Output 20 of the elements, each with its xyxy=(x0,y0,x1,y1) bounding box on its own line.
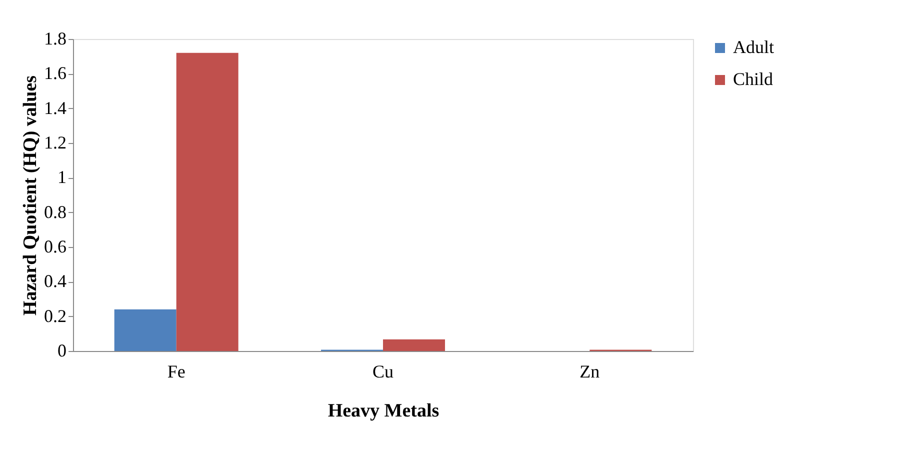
bar xyxy=(114,309,176,351)
y-tick-label: 0.6 xyxy=(44,236,66,256)
bar xyxy=(176,52,238,351)
y-tick-label: 1 xyxy=(58,167,66,188)
x-axis-title: Heavy Metals xyxy=(328,400,440,422)
y-tick-label: 0.8 xyxy=(44,202,66,222)
y-tick-label: 1.8 xyxy=(44,28,66,48)
legend-label: Adult xyxy=(733,37,774,57)
x-tick-label: Cu xyxy=(372,362,394,382)
x-tick-label: Zn xyxy=(580,362,600,382)
y-axis-title: Hazard Quotient (HQ) values xyxy=(20,75,41,316)
bar xyxy=(383,339,445,351)
y-tick-label: 1.6 xyxy=(44,63,66,84)
y-tick-label: 0.2 xyxy=(44,306,66,326)
y-tick-label: 0.4 xyxy=(44,271,66,292)
legend-label: Child xyxy=(733,69,774,89)
y-tick-label: 0 xyxy=(58,340,66,360)
y-tick-label: 1.2 xyxy=(44,132,66,152)
x-tick-label: Fe xyxy=(167,362,186,382)
y-tick-label: 1.4 xyxy=(44,98,66,118)
